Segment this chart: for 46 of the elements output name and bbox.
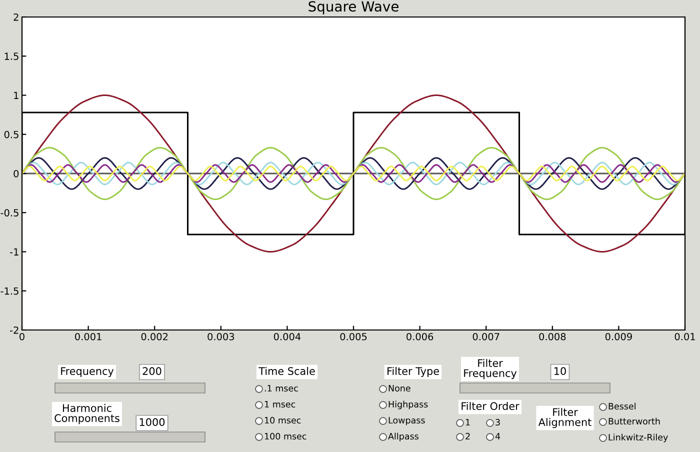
text: 200 (142, 367, 162, 376)
x-tick-label: 0.003 (208, 332, 234, 340)
text: Highpass (388, 400, 428, 410)
text: 2 (466, 432, 470, 440)
x-tick-label: 0.004 (274, 332, 301, 340)
y-tick-label: 2 (14, 13, 18, 21)
x-tick-label: 0.008 (539, 332, 566, 340)
text: Allpass (388, 432, 418, 442)
y-tick-label: -1 (10, 248, 18, 256)
text: 10 msec (264, 416, 301, 424)
y-tick-label: -1.5 (0, 287, 18, 295)
y-tick-label: 0 (14, 170, 19, 178)
text: 10 (554, 367, 566, 376)
text: Harmonic Components (54, 404, 120, 424)
x-tick-label: 0.002 (141, 332, 168, 340)
text: Filter Frequency (464, 358, 517, 380)
y-tick-label: -0.5 (0, 209, 18, 216)
x-tick-label: 0.009 (605, 332, 632, 340)
x-tick-label: 0 (20, 332, 24, 340)
text: Filter Type (388, 366, 439, 378)
text: Frequency (61, 367, 114, 378)
text: 100 msec (264, 432, 306, 440)
text: Time Scale (258, 366, 315, 376)
x-tick-label: 0.001 (75, 332, 102, 340)
x-tick-label: 0.007 (472, 332, 500, 340)
text: 1 msec (264, 401, 296, 408)
y-tick-label: 1.5 (4, 52, 18, 60)
text: Bessel (608, 402, 636, 410)
text: Lowpass (388, 417, 425, 426)
text: Filter Order (462, 402, 520, 410)
text: Butterworth (608, 418, 660, 425)
text: .1 msec (264, 385, 298, 392)
text: 3 (496, 418, 500, 426)
x-tick-label: 0.006 (406, 332, 434, 340)
text: Filter Alignment (538, 408, 592, 428)
text: 1000 (140, 418, 165, 426)
y-tick-label: 0.5 (4, 130, 18, 138)
y-tick-label: -2 (10, 326, 18, 334)
chart-title: Square Wave (308, 1, 398, 14)
text: Linkwitz-Riley (608, 434, 668, 442)
x-tick-label: 0.01 (674, 332, 695, 340)
y-tick-label: 1 (14, 92, 18, 99)
text: None (388, 385, 410, 392)
text: 4 (495, 433, 500, 440)
text: 1 (466, 419, 470, 426)
x-tick-label: 0.005 (340, 332, 367, 340)
